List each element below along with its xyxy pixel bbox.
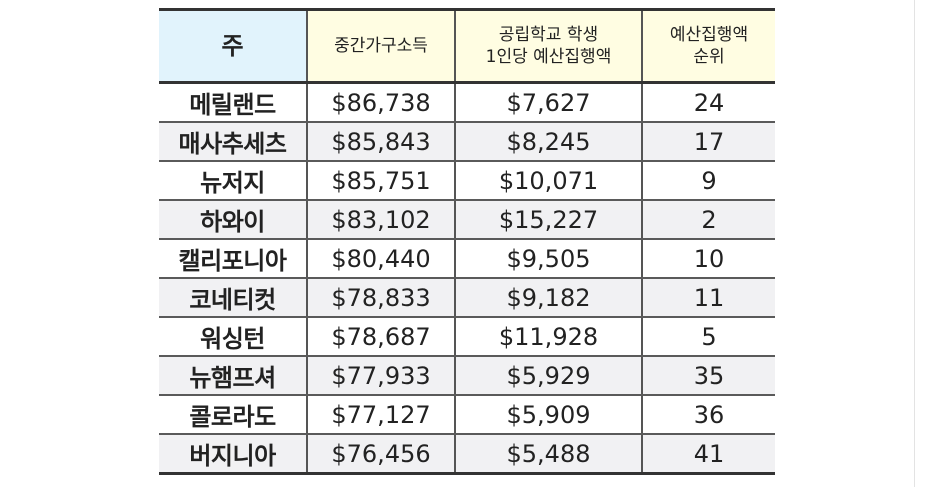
page-edge-divider [914, 0, 915, 487]
table-row: 메릴랜드 $86,738 $7,627 24 [159, 82, 775, 123]
cell-spending-per-student: $11,928 [454, 317, 642, 357]
table-header-row: 주 중간가구소득 공립학교 학생 1인당 예산집행액 예산집행액 순위 [159, 9, 775, 84]
table-row: 콜로라도 $77,127 $5,909 36 [159, 395, 775, 435]
header-state: 주 [159, 9, 307, 84]
cell-median-income: $77,127 [306, 395, 455, 435]
header-rank-line1: 예산집행액 [669, 25, 749, 45]
cell-state: 메릴랜드 [159, 82, 307, 123]
cell-state: 코네티컷 [159, 278, 307, 318]
cell-spending-per-student: $9,505 [454, 239, 642, 279]
header-spending-line2: 1인당 예산집행액 [485, 47, 612, 67]
cell-spending-per-student: $9,182 [454, 278, 642, 318]
table-row: 하와이 $83,102 $15,227 2 [159, 200, 775, 240]
cell-median-income: $85,751 [306, 161, 455, 201]
cell-rank: 41 [641, 434, 775, 474]
header-spending-per-student: 공립학교 학생 1인당 예산집행액 [454, 9, 642, 84]
header-spending-line1: 공립학교 학생 [498, 25, 599, 45]
income-spending-table: 주 중간가구소득 공립학교 학생 1인당 예산집행액 예산집행액 순위 메릴랜드… [159, 8, 775, 475]
table-row: 뉴햄프셔 $77,933 $5,929 35 [159, 356, 775, 396]
cell-spending-per-student: $5,488 [454, 434, 642, 474]
cell-state: 워싱턴 [159, 317, 307, 357]
table-row: 뉴저지 $85,751 $10,071 9 [159, 161, 775, 201]
cell-state: 캘리포니아 [159, 239, 307, 279]
cell-rank: 36 [641, 395, 775, 435]
cell-median-income: $78,687 [306, 317, 455, 357]
cell-state: 버지니아 [159, 434, 307, 474]
table-row: 캘리포니아 $80,440 $9,505 10 [159, 239, 775, 279]
cell-rank: 5 [641, 317, 775, 357]
cell-median-income: $78,833 [306, 278, 455, 318]
table-row: 워싱턴 $78,687 $11,928 5 [159, 317, 775, 357]
table-row: 코네티컷 $78,833 $9,182 11 [159, 278, 775, 318]
cell-rank: 2 [641, 200, 775, 240]
cell-spending-per-student: $15,227 [454, 200, 642, 240]
cell-rank: 17 [641, 122, 775, 162]
cell-median-income: $77,933 [306, 356, 455, 396]
cell-rank: 24 [641, 82, 775, 123]
cell-median-income: $83,102 [306, 200, 455, 240]
cell-rank: 11 [641, 278, 775, 318]
cell-state: 매사추세츠 [159, 122, 307, 162]
header-spending-rank: 예산집행액 순위 [641, 9, 775, 84]
cell-spending-per-student: $7,627 [454, 82, 642, 123]
cell-state: 뉴저지 [159, 161, 307, 201]
header-median-income: 중간가구소득 [306, 9, 455, 84]
cell-rank: 9 [641, 161, 775, 201]
cell-median-income: $80,440 [306, 239, 455, 279]
cell-rank: 35 [641, 356, 775, 396]
cell-state: 하와이 [159, 200, 307, 240]
cell-spending-per-student: $10,071 [454, 161, 642, 201]
cell-spending-per-student: $5,929 [454, 356, 642, 396]
header-rank-line2: 순위 [693, 47, 725, 67]
cell-spending-per-student: $5,909 [454, 395, 642, 435]
cell-median-income: $85,843 [306, 122, 455, 162]
cell-rank: 10 [641, 239, 775, 279]
cell-median-income: $76,456 [306, 434, 455, 474]
table-row: 버지니아 $76,456 $5,488 41 [159, 434, 775, 474]
cell-median-income: $86,738 [306, 82, 455, 123]
table-row: 매사추세츠 $85,843 $8,245 17 [159, 122, 775, 162]
cell-state: 뉴햄프셔 [159, 356, 307, 396]
cell-spending-per-student: $8,245 [454, 122, 642, 162]
cell-state: 콜로라도 [159, 395, 307, 435]
